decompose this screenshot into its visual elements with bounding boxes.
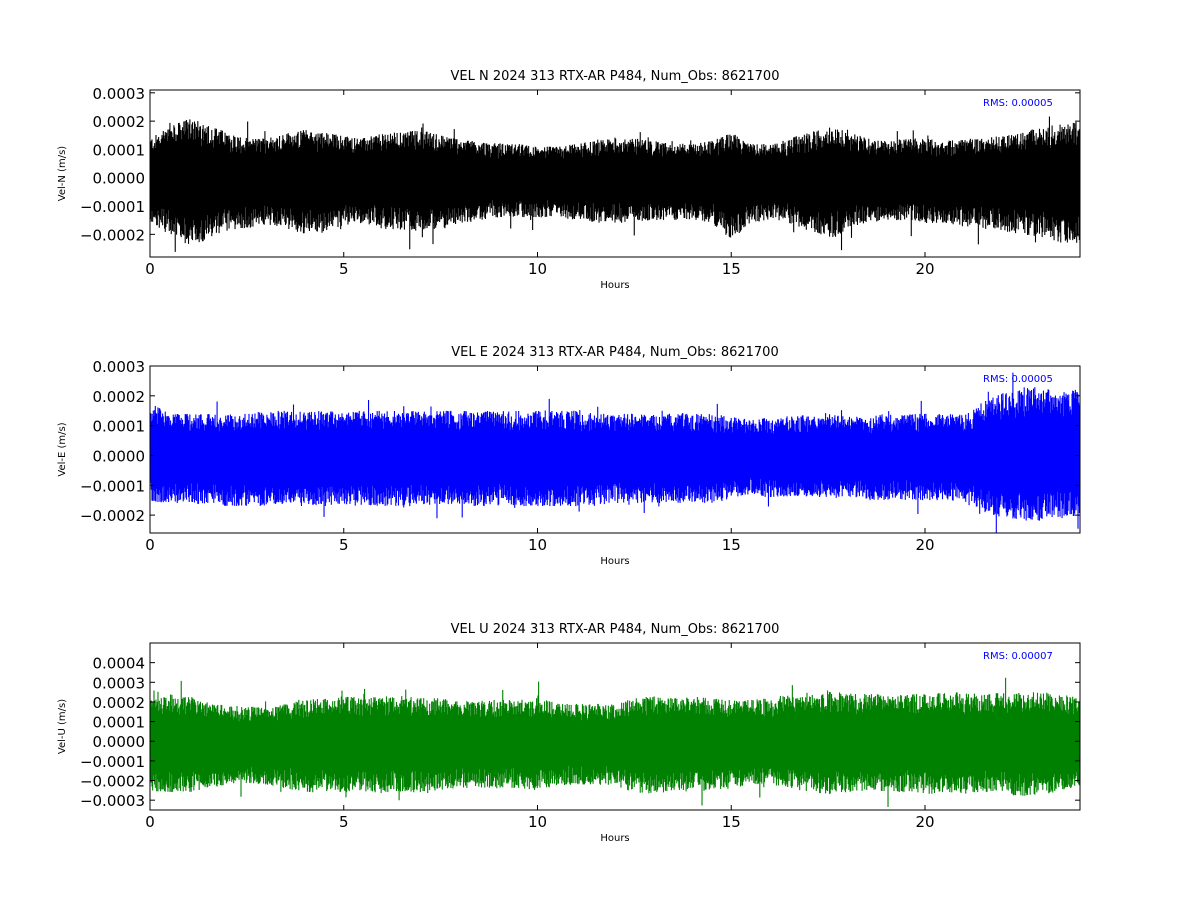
x-axis-label-up: Hours — [600, 833, 629, 844]
y-tick-label-up: −0.0001 — [80, 753, 145, 771]
series-core-band-up — [150, 713, 1080, 772]
chart-title-north: VEL N 2024 313 RTX-AR P484, Num_Obs: 862… — [451, 69, 780, 84]
y-tick-label-east: 0.0002 — [93, 388, 146, 406]
y-tick-label-north: 0.0000 — [93, 170, 146, 188]
panels: 0 5 10 15 20−0.0002−0.00010.00000.00010.0002… — [57, 69, 1081, 844]
y-tick-label-north: 0.0003 — [93, 85, 146, 103]
series-core-band-north — [150, 145, 1080, 216]
panel-up: 0 5 10 15 20−0.0003−0.0002−0.00010.00000.000… — [57, 622, 1081, 844]
y-tick-label-east: 0.0003 — [93, 358, 146, 376]
x-tick-label-north: 5 — [339, 260, 349, 278]
x-tick-label-up: 0 — [145, 813, 155, 831]
panel-east: 0 5 10 15 20 −0.0002 −0.0001 0.0000 0.0001 0.0002… — [57, 345, 1081, 567]
y-tick-label-north: −0.0002 — [80, 226, 145, 244]
x-tick-label-up: 5 — [339, 813, 349, 831]
x-tick-label-north: 15 — [722, 260, 741, 278]
x-tick-label-north: 20 — [915, 260, 934, 278]
rms-annotation-up: RMS: 0.00007 — [983, 651, 1053, 662]
y-tick-label-north: 0.0001 — [93, 141, 146, 159]
y-tick-label-up: −0.0002 — [80, 773, 145, 791]
rms-annotation-north: RMS: 0.00005 — [983, 98, 1053, 109]
series-core-band-east — [150, 417, 1080, 492]
x-tick-label-east: 15 — [722, 536, 741, 554]
y-tick-label-up: 0.0001 — [93, 714, 146, 732]
x-tick-label-east: 5 — [339, 536, 349, 554]
y-tick-label-up: 0.0003 — [93, 674, 146, 692]
x-axis-label-east: Hours — [600, 556, 629, 567]
y-axis-label-east: Vel-E (m/s) — [57, 422, 68, 476]
y-tick-label-east: 0.0000 — [93, 447, 146, 465]
y-tick-label-up: −0.0003 — [80, 792, 145, 810]
y-tick-label-north: −0.0001 — [80, 198, 145, 216]
y-tick-label-north: 0.0002 — [93, 113, 146, 131]
x-tick-label-up: 20 — [915, 813, 934, 831]
axes-frame-up — [149, 642, 1081, 811]
x-tick-label-east: 0 — [145, 536, 155, 554]
y-axis-label-up: Vel-U (m/s) — [57, 699, 68, 754]
x-tick-label-east: 20 — [915, 536, 934, 554]
axes-frame-east — [149, 365, 1081, 534]
x-tick-label-up: 15 — [722, 813, 741, 831]
rms-annotation-east: RMS: 0.00005 — [983, 374, 1053, 385]
chart-title-up: VEL U 2024 313 RTX-AR P484, Num_Obs: 862… — [451, 622, 780, 637]
x-axis-label-north: Hours — [600, 280, 629, 291]
x-tick-label-east: 10 — [528, 536, 547, 554]
axes-frame-north — [149, 89, 1081, 258]
y-tick-label-east: −0.0002 — [80, 507, 145, 525]
y-tick-label-up: 0.0002 — [93, 694, 146, 712]
x-tick-label-north: 0 — [145, 260, 155, 278]
y-tick-label-up: 0.0000 — [93, 733, 146, 751]
chart-title-east: VEL E 2024 313 RTX-AR P484, Num_Obs: 862… — [451, 345, 778, 360]
y-tick-label-east: 0.0001 — [93, 418, 146, 436]
x-tick-label-up: 10 — [528, 813, 547, 831]
y-axis-label-north: Vel-N (m/s) — [57, 146, 68, 201]
x-tick-label-north: 10 — [528, 260, 547, 278]
y-tick-label-up: 0.0004 — [93, 655, 146, 673]
panel-north: 0 5 10 15 20 −0.0002 −0.0001 0.0000 0.0001 0.0002… — [57, 69, 1081, 291]
y-tick-label-east: −0.0001 — [80, 477, 145, 495]
